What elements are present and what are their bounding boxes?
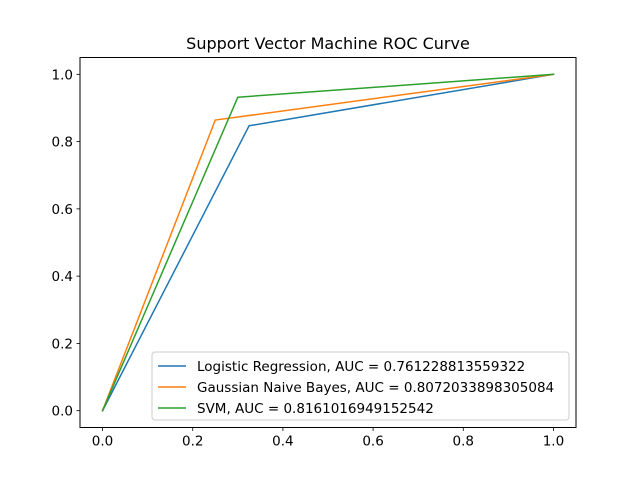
y-tick-label: 0.4: [52, 269, 73, 285]
x-axis-ticks: 0.0 0.2 0.4 0.6 0.8 1.0: [92, 427, 564, 450]
y-axis-ticks: 0.0 0.2 0.4 0.6 0.8 1.0: [52, 67, 80, 420]
x-tick-label: 0.6: [362, 434, 383, 450]
y-tick-label: 1.0: [52, 67, 73, 83]
x-tick-label: 0.4: [272, 434, 293, 450]
series-line-0: [101, 73, 555, 412]
x-tick-label: 0.2: [182, 434, 203, 450]
legend-label-0: Logistic Regression, AUC = 0.76122881355…: [197, 359, 525, 375]
plot-lines: [101, 73, 555, 412]
x-tick-label: 0.0: [92, 434, 113, 450]
chart-title: Support Vector Machine ROC Curve: [186, 34, 470, 53]
series-line-1: [101, 73, 555, 412]
legend-label-2: SVM, AUC = 0.8161016949152542: [197, 401, 434, 417]
y-tick-label: 0.0: [52, 404, 73, 420]
series-line-2: [101, 73, 555, 412]
x-tick-label: 1.0: [543, 434, 564, 450]
plot-frame: [79, 57, 577, 428]
legend-box: [151, 351, 570, 421]
x-tick-label: 0.8: [453, 434, 474, 450]
legend-label-1: Gaussian Naive Bayes, AUC = 0.8072033898…: [197, 380, 554, 396]
y-tick-label: 0.8: [52, 135, 73, 151]
y-tick-label: 0.6: [52, 202, 73, 218]
y-tick-label: 0.2: [52, 336, 73, 352]
legend-entries: Logistic Regression, AUC = 0.76122881355…: [158, 359, 554, 417]
legend: Logistic Regression, AUC = 0.76122881355…: [151, 351, 570, 421]
